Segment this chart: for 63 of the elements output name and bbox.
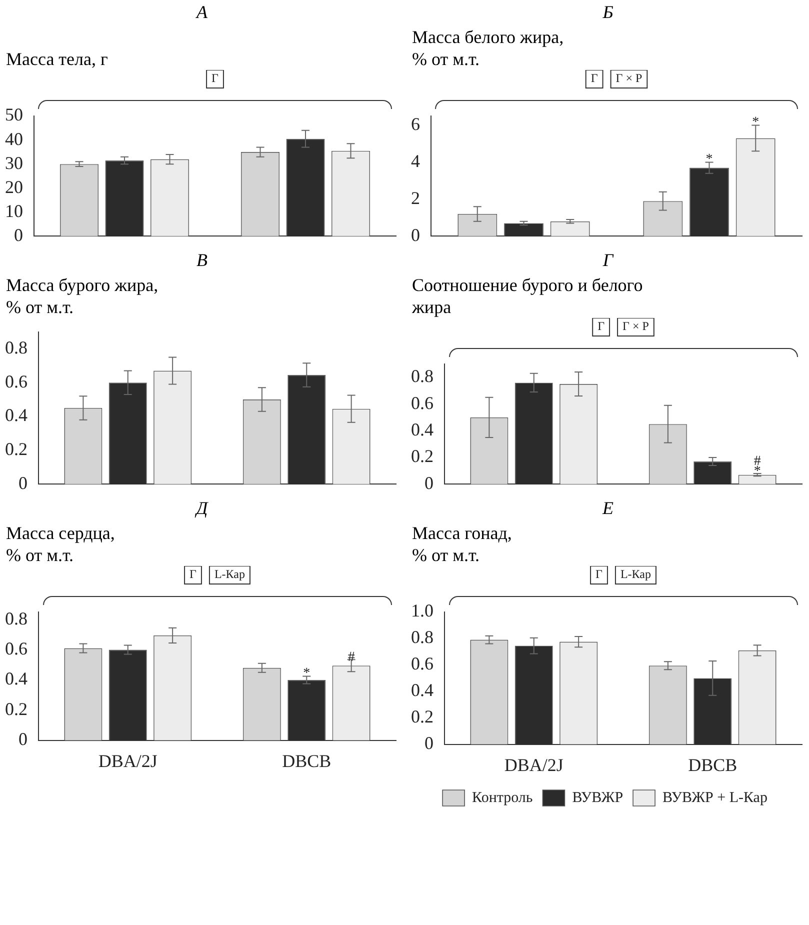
data-label: *: [303, 666, 310, 682]
y-tick-label: 50: [5, 104, 23, 125]
y-tick-label: 0.6: [411, 654, 434, 674]
legend-label: ВУВЖР + L-Кар: [662, 790, 768, 806]
data-label: *: [706, 152, 713, 168]
y-tick-label: 10: [5, 200, 23, 221]
y-tick-label: 0.2: [5, 439, 28, 460]
text: L-Кар: [620, 567, 651, 582]
chart-title: А: [194, 2, 208, 24]
text: Г × Р: [622, 319, 650, 334]
y-tick-label: 0.6: [411, 392, 434, 413]
y-axis-title: Масса бурого жира, % от м.т.: [5, 274, 160, 318]
y-axis-title: Масса тела, г: [5, 48, 109, 70]
y-tick-label: 0: [18, 472, 28, 493]
y-tick-label: 0.4: [411, 420, 434, 440]
text: Г: [596, 567, 603, 582]
y-tick-label: 0.8: [5, 608, 28, 628]
x-tick-label: DBA/2J: [504, 754, 564, 775]
y-axis-title: Масса белого жира, % от м.т.: [411, 26, 565, 70]
text: Г: [212, 71, 219, 86]
y-tick-label: 0.4: [411, 680, 434, 700]
y-tick-label: 0.6: [5, 371, 28, 392]
chart-title: Д: [194, 498, 210, 520]
y-tick-label: 40: [5, 128, 23, 149]
data-label: *: [752, 115, 760, 130]
y-tick-label: 0: [411, 224, 420, 245]
y-tick-label: 0.4: [5, 405, 28, 426]
x-tick-label: DBA/2J: [98, 750, 158, 771]
text: Г: [190, 567, 197, 582]
y-tick-label: 0: [424, 472, 434, 493]
chart-title: В: [196, 250, 208, 272]
x-tick-label: DBCB: [282, 750, 332, 771]
chart-title: Б: [602, 2, 614, 24]
y-tick-label: 0.8: [411, 627, 434, 648]
y-tick-label: 0.2: [411, 446, 434, 466]
y-tick-label: 20: [5, 176, 23, 197]
y-tick-label: 6: [411, 114, 420, 134]
y-axis-title: Соотношение бурого и белого жира: [411, 274, 644, 318]
data-label: # *: [754, 454, 761, 478]
legend-label: ВУВЖР: [572, 790, 624, 806]
y-axis-title: Масса гонад, % от м.т.: [411, 522, 513, 566]
y-tick-label: 1.0: [411, 600, 434, 621]
text: L-Кар: [214, 567, 245, 582]
y-tick-label: 0: [424, 733, 434, 754]
y-tick-label: 2: [411, 188, 420, 208]
y-tick-label: 0: [14, 224, 23, 245]
y-axis-title: Масса сердца, % от м.т.: [5, 522, 116, 566]
y-tick-label: 0.2: [5, 698, 28, 719]
y-tick-label: 0: [18, 729, 28, 750]
chart-title: Г: [602, 250, 615, 272]
y-tick-label: 0.4: [5, 668, 28, 689]
x-tick-label: DBCB: [688, 754, 738, 775]
text: Г: [598, 319, 605, 334]
chart-title: Е: [601, 498, 614, 520]
y-tick-label: 0.2: [411, 706, 434, 727]
y-tick-label: 30: [5, 152, 23, 173]
y-tick-label: 0.8: [5, 337, 28, 358]
text: Г × Р: [616, 71, 642, 86]
text: Г: [590, 71, 598, 86]
y-tick-label: 4: [411, 150, 420, 171]
y-tick-label: 0.8: [411, 366, 434, 386]
legend-label: Контроль: [472, 790, 533, 806]
y-tick-label: 0.6: [5, 638, 28, 658]
